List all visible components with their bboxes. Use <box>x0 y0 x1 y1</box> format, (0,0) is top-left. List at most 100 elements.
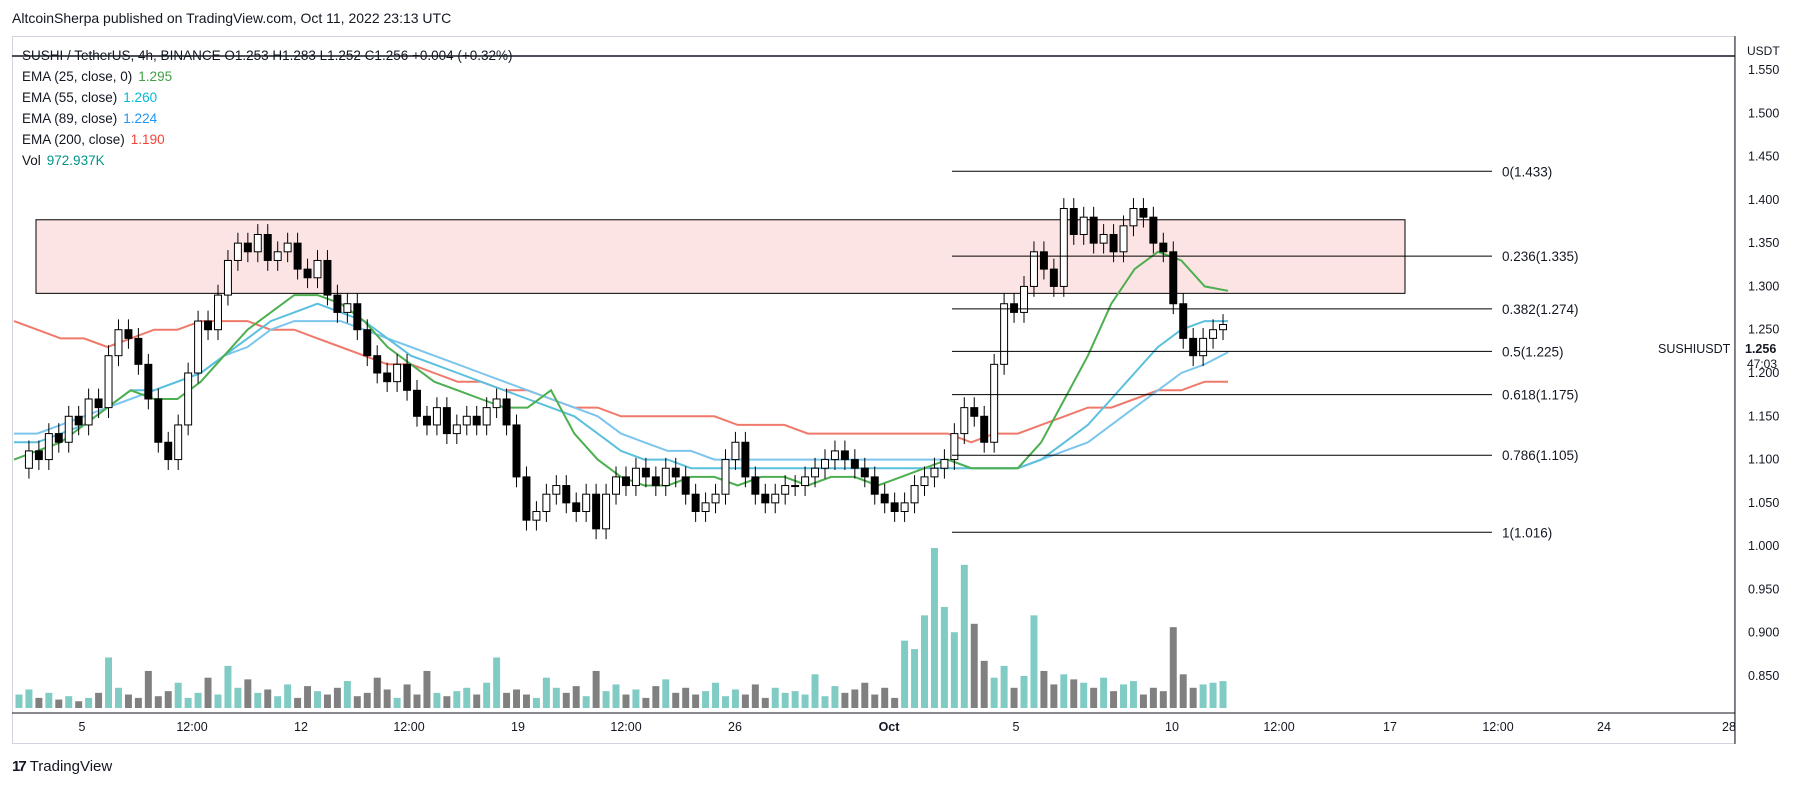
candle-body <box>54 433 63 443</box>
candle-body <box>950 433 959 461</box>
candle-body <box>1069 208 1078 235</box>
y-tick-label: 1.050 <box>1748 496 1779 510</box>
candle-body <box>910 485 919 504</box>
volume-bar <box>294 697 302 708</box>
volume-bar <box>105 657 113 708</box>
candle-body <box>970 407 979 417</box>
volume-bar <box>940 606 948 708</box>
ema55-line <box>14 302 1228 470</box>
volume-bar <box>930 548 938 708</box>
volume-bar <box>304 686 312 708</box>
tradingview-logo-icon: 17 <box>12 758 27 775</box>
candle-body <box>870 476 879 495</box>
x-tick-label: Oct <box>879 720 901 734</box>
legend-ema89[interactable]: EMA (89, close) 1.224 <box>22 108 513 129</box>
volume-bar <box>45 692 53 708</box>
volume-bar <box>970 623 978 708</box>
candle-body <box>940 459 949 469</box>
volume-bar <box>542 677 550 708</box>
volume-bar <box>881 687 889 708</box>
volume-bar <box>672 692 680 708</box>
volume-bar <box>522 694 530 708</box>
volume-bar <box>751 684 759 708</box>
fib-level-label: 0.382(1.274) <box>1502 302 1579 317</box>
candle-body <box>124 329 133 339</box>
candle-body <box>1119 225 1128 253</box>
volume-bar <box>1070 679 1078 708</box>
x-tick-label: 12 <box>294 720 308 734</box>
candle-body <box>134 337 143 365</box>
ema25-line <box>13 250 1229 487</box>
time-axis[interactable]: 5 12:00 12 12:00 19 12:00 26 Oct 5 10 12:00 17 12:00… <box>12 712 1736 734</box>
legend-volume[interactable]: Vol 972.937K <box>22 150 513 171</box>
fib-retracement[interactable]: 0(1.433) 0.236(1.335) 0.382(1.274) 0.5(1.22… <box>952 164 1579 540</box>
tradingview-logo[interactable]: 17 TradingView <box>12 758 112 775</box>
candle-body <box>233 242 242 261</box>
y-tick-label: 1.100 <box>1748 453 1779 467</box>
volume-bar <box>831 686 839 708</box>
volume-bar <box>1189 687 1197 708</box>
legend-ema25[interactable]: EMA (25, close, 0) 1.295 <box>22 66 513 87</box>
volume-bar <box>851 689 859 708</box>
y-tick-label: 0.900 <box>1748 626 1779 640</box>
candle-body <box>631 467 640 487</box>
candle-body <box>64 415 73 443</box>
volume-bar <box>483 682 491 708</box>
candle-body <box>542 493 551 513</box>
volume-bar <box>791 691 799 708</box>
candle-body <box>403 363 412 391</box>
volume-bar <box>891 697 899 708</box>
volume-bar <box>1219 681 1227 708</box>
volume-bar <box>1199 684 1207 708</box>
volume-bar <box>911 649 919 708</box>
candle-body <box>303 268 312 279</box>
candle-body <box>104 355 113 409</box>
candle-body <box>34 450 43 461</box>
candle-body <box>681 476 690 495</box>
candle-body <box>1199 337 1208 357</box>
volume-bar <box>383 689 391 708</box>
last-price-label: 1.256 <box>1745 342 1776 356</box>
candle-body <box>1139 208 1148 218</box>
volume-bar <box>602 691 610 708</box>
volume-bar <box>443 696 451 708</box>
candle-body <box>164 441 173 461</box>
candle-body <box>671 467 680 478</box>
bar-countdown-label: 47:03 <box>1747 357 1777 371</box>
candle-body <box>562 485 571 504</box>
y-tick-label: 1.500 <box>1748 106 1779 120</box>
fib-level-label: 0.618(1.175) <box>1502 388 1579 403</box>
candle-body <box>751 476 760 495</box>
volume-bar <box>373 677 381 708</box>
candle-body <box>920 476 929 487</box>
volume-bar <box>682 687 690 708</box>
candle-body <box>721 459 730 495</box>
x-tick-label: 12:00 <box>1482 720 1513 734</box>
x-tick-label: 12:00 <box>176 720 207 734</box>
legend-ema200[interactable]: EMA (200, close) 1.190 <box>22 129 513 150</box>
volume-bar <box>1020 676 1028 708</box>
candle-body <box>482 407 491 426</box>
volume-bar <box>234 687 242 708</box>
legend-ema200-label: EMA (200, close) <box>22 132 125 147</box>
candle-body <box>462 415 471 426</box>
candle-body <box>771 493 780 504</box>
legend-ema25-value: 1.295 <box>138 69 173 84</box>
volume-bar <box>194 692 202 708</box>
candle-body <box>552 485 561 495</box>
symbol-header[interactable]: SUSHI / TetherUS, 4h, BINANCE O1.253 H1.… <box>22 48 513 63</box>
volume-bar <box>15 694 23 708</box>
price-axis[interactable]: USDT 1.550 1.500 1.450 1.400 1.350 1.300 1.250 1… <box>12 36 1780 744</box>
candle-body <box>1209 329 1218 339</box>
y-tick-label: 1.300 <box>1748 279 1779 293</box>
volume-bar <box>702 691 710 708</box>
candle-body <box>1049 268 1058 287</box>
candle-body <box>313 259 322 279</box>
tradingview-logo-text: TradingView <box>29 758 113 775</box>
candle-body <box>731 441 740 461</box>
volume-bar <box>1159 691 1167 708</box>
legend-ema55[interactable]: EMA (55, close) 1.260 <box>22 87 513 108</box>
candles <box>24 198 1228 540</box>
candle-body <box>84 398 93 426</box>
